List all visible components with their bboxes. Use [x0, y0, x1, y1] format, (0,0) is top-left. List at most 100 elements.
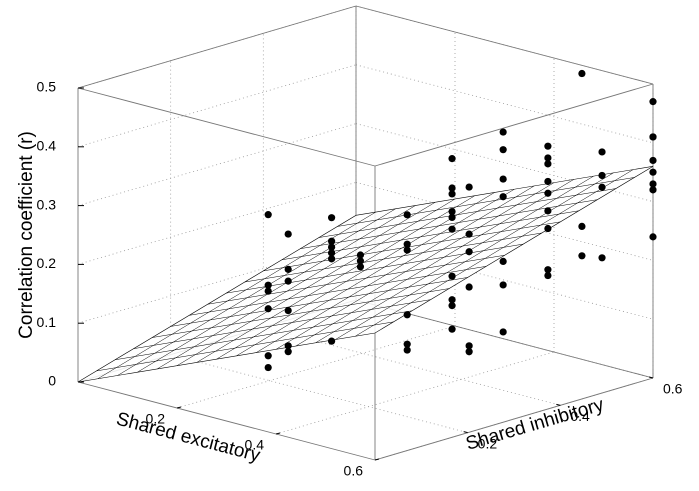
data-point — [598, 254, 606, 262]
data-point — [448, 302, 456, 310]
data-point — [465, 283, 473, 291]
data-point — [403, 240, 411, 248]
data-point — [649, 168, 657, 176]
data-point — [499, 175, 507, 183]
data-point — [264, 281, 272, 289]
z-tick-label: 0.2 — [37, 255, 57, 271]
data-point — [403, 246, 411, 254]
data-point — [649, 98, 657, 106]
data-point — [448, 296, 456, 304]
data-point — [578, 222, 586, 231]
data-point — [544, 160, 552, 168]
grid-line — [275, 351, 555, 435]
data-point — [448, 207, 456, 216]
data-point — [499, 193, 507, 201]
plane-mesh — [176, 198, 456, 366]
data-point — [264, 287, 272, 295]
data-point — [448, 184, 456, 192]
box-edge — [374, 377, 654, 461]
grid-line — [176, 325, 456, 409]
data-point — [649, 233, 657, 241]
tick-mark — [176, 406, 182, 409]
data-point — [264, 305, 272, 313]
data-point — [499, 328, 507, 336]
data-point — [264, 211, 272, 219]
data-point — [448, 272, 456, 280]
x-tick-label: 0.2 — [146, 411, 166, 427]
plane-mesh — [335, 172, 614, 340]
data-point — [403, 340, 411, 348]
z-tick-label: 0.1 — [37, 314, 57, 330]
data-point — [598, 148, 606, 156]
plane-mesh — [157, 202, 436, 370]
tick-mark — [648, 376, 654, 379]
plane-mesh — [117, 208, 396, 376]
box-edge — [77, 5, 357, 89]
data-point — [578, 252, 586, 260]
data-point — [403, 311, 411, 319]
data-point — [544, 266, 552, 274]
data-point — [264, 363, 272, 372]
box-edge — [374, 83, 654, 167]
plane-mesh — [207, 254, 505, 305]
data-point — [465, 230, 473, 238]
data-point — [544, 189, 552, 197]
plane-mesh — [244, 232, 542, 283]
grid-line — [77, 64, 357, 148]
data-point — [284, 277, 292, 285]
data-point — [465, 183, 473, 191]
data-point — [649, 186, 657, 194]
plane-mesh — [196, 195, 475, 363]
data-point — [328, 237, 336, 245]
plane-mesh — [318, 188, 616, 238]
data-point — [448, 190, 456, 198]
y-tick-label: 0.2 — [478, 435, 498, 451]
x-tick-label: 0.6 — [344, 463, 364, 479]
data-point — [284, 230, 292, 238]
data-point — [649, 180, 657, 188]
data-point — [356, 251, 365, 259]
plane-mesh — [256, 185, 535, 353]
plane-mesh — [216, 192, 495, 360]
plane-mesh — [133, 299, 431, 349]
data-point — [544, 224, 552, 233]
tick-mark — [275, 432, 281, 435]
data-point — [499, 257, 507, 265]
data-point — [499, 128, 507, 136]
data-point — [284, 265, 292, 273]
plane-mesh — [189, 266, 487, 316]
plane-mesh — [137, 205, 416, 373]
data-point — [448, 213, 456, 222]
data-point — [284, 342, 292, 350]
y-tick-label: 0.4 — [570, 408, 590, 424]
plane-mesh — [96, 321, 394, 372]
plane-mesh — [295, 179, 574, 347]
data-point — [649, 133, 657, 141]
data-point — [544, 207, 552, 215]
grid-line — [77, 123, 357, 206]
box-edge — [355, 5, 654, 85]
data-point — [544, 271, 552, 280]
plane-mesh — [115, 310, 413, 361]
z-axis-label: Correlation coefficient (r) — [16, 131, 37, 339]
y-tick-label: 0.6 — [663, 381, 683, 397]
data-point — [284, 306, 292, 315]
data-point — [499, 281, 507, 289]
plane-mesh — [337, 177, 635, 227]
z-tick-label: 0.3 — [37, 196, 57, 212]
data-point — [649, 156, 657, 165]
data-point — [328, 214, 336, 222]
z-tick-label: 0.4 — [37, 138, 57, 154]
data-point — [403, 211, 411, 219]
data-point — [403, 346, 411, 354]
box-edge — [77, 87, 376, 167]
plane-mesh — [226, 243, 524, 294]
tick-mark — [463, 431, 468, 434]
data-point — [598, 171, 606, 180]
data-point — [356, 263, 365, 271]
z-tick-label: 0 — [48, 373, 56, 389]
plane-mesh — [315, 175, 594, 344]
data-point — [448, 225, 456, 233]
plane-mesh — [170, 277, 468, 327]
plane-mesh — [275, 182, 555, 350]
